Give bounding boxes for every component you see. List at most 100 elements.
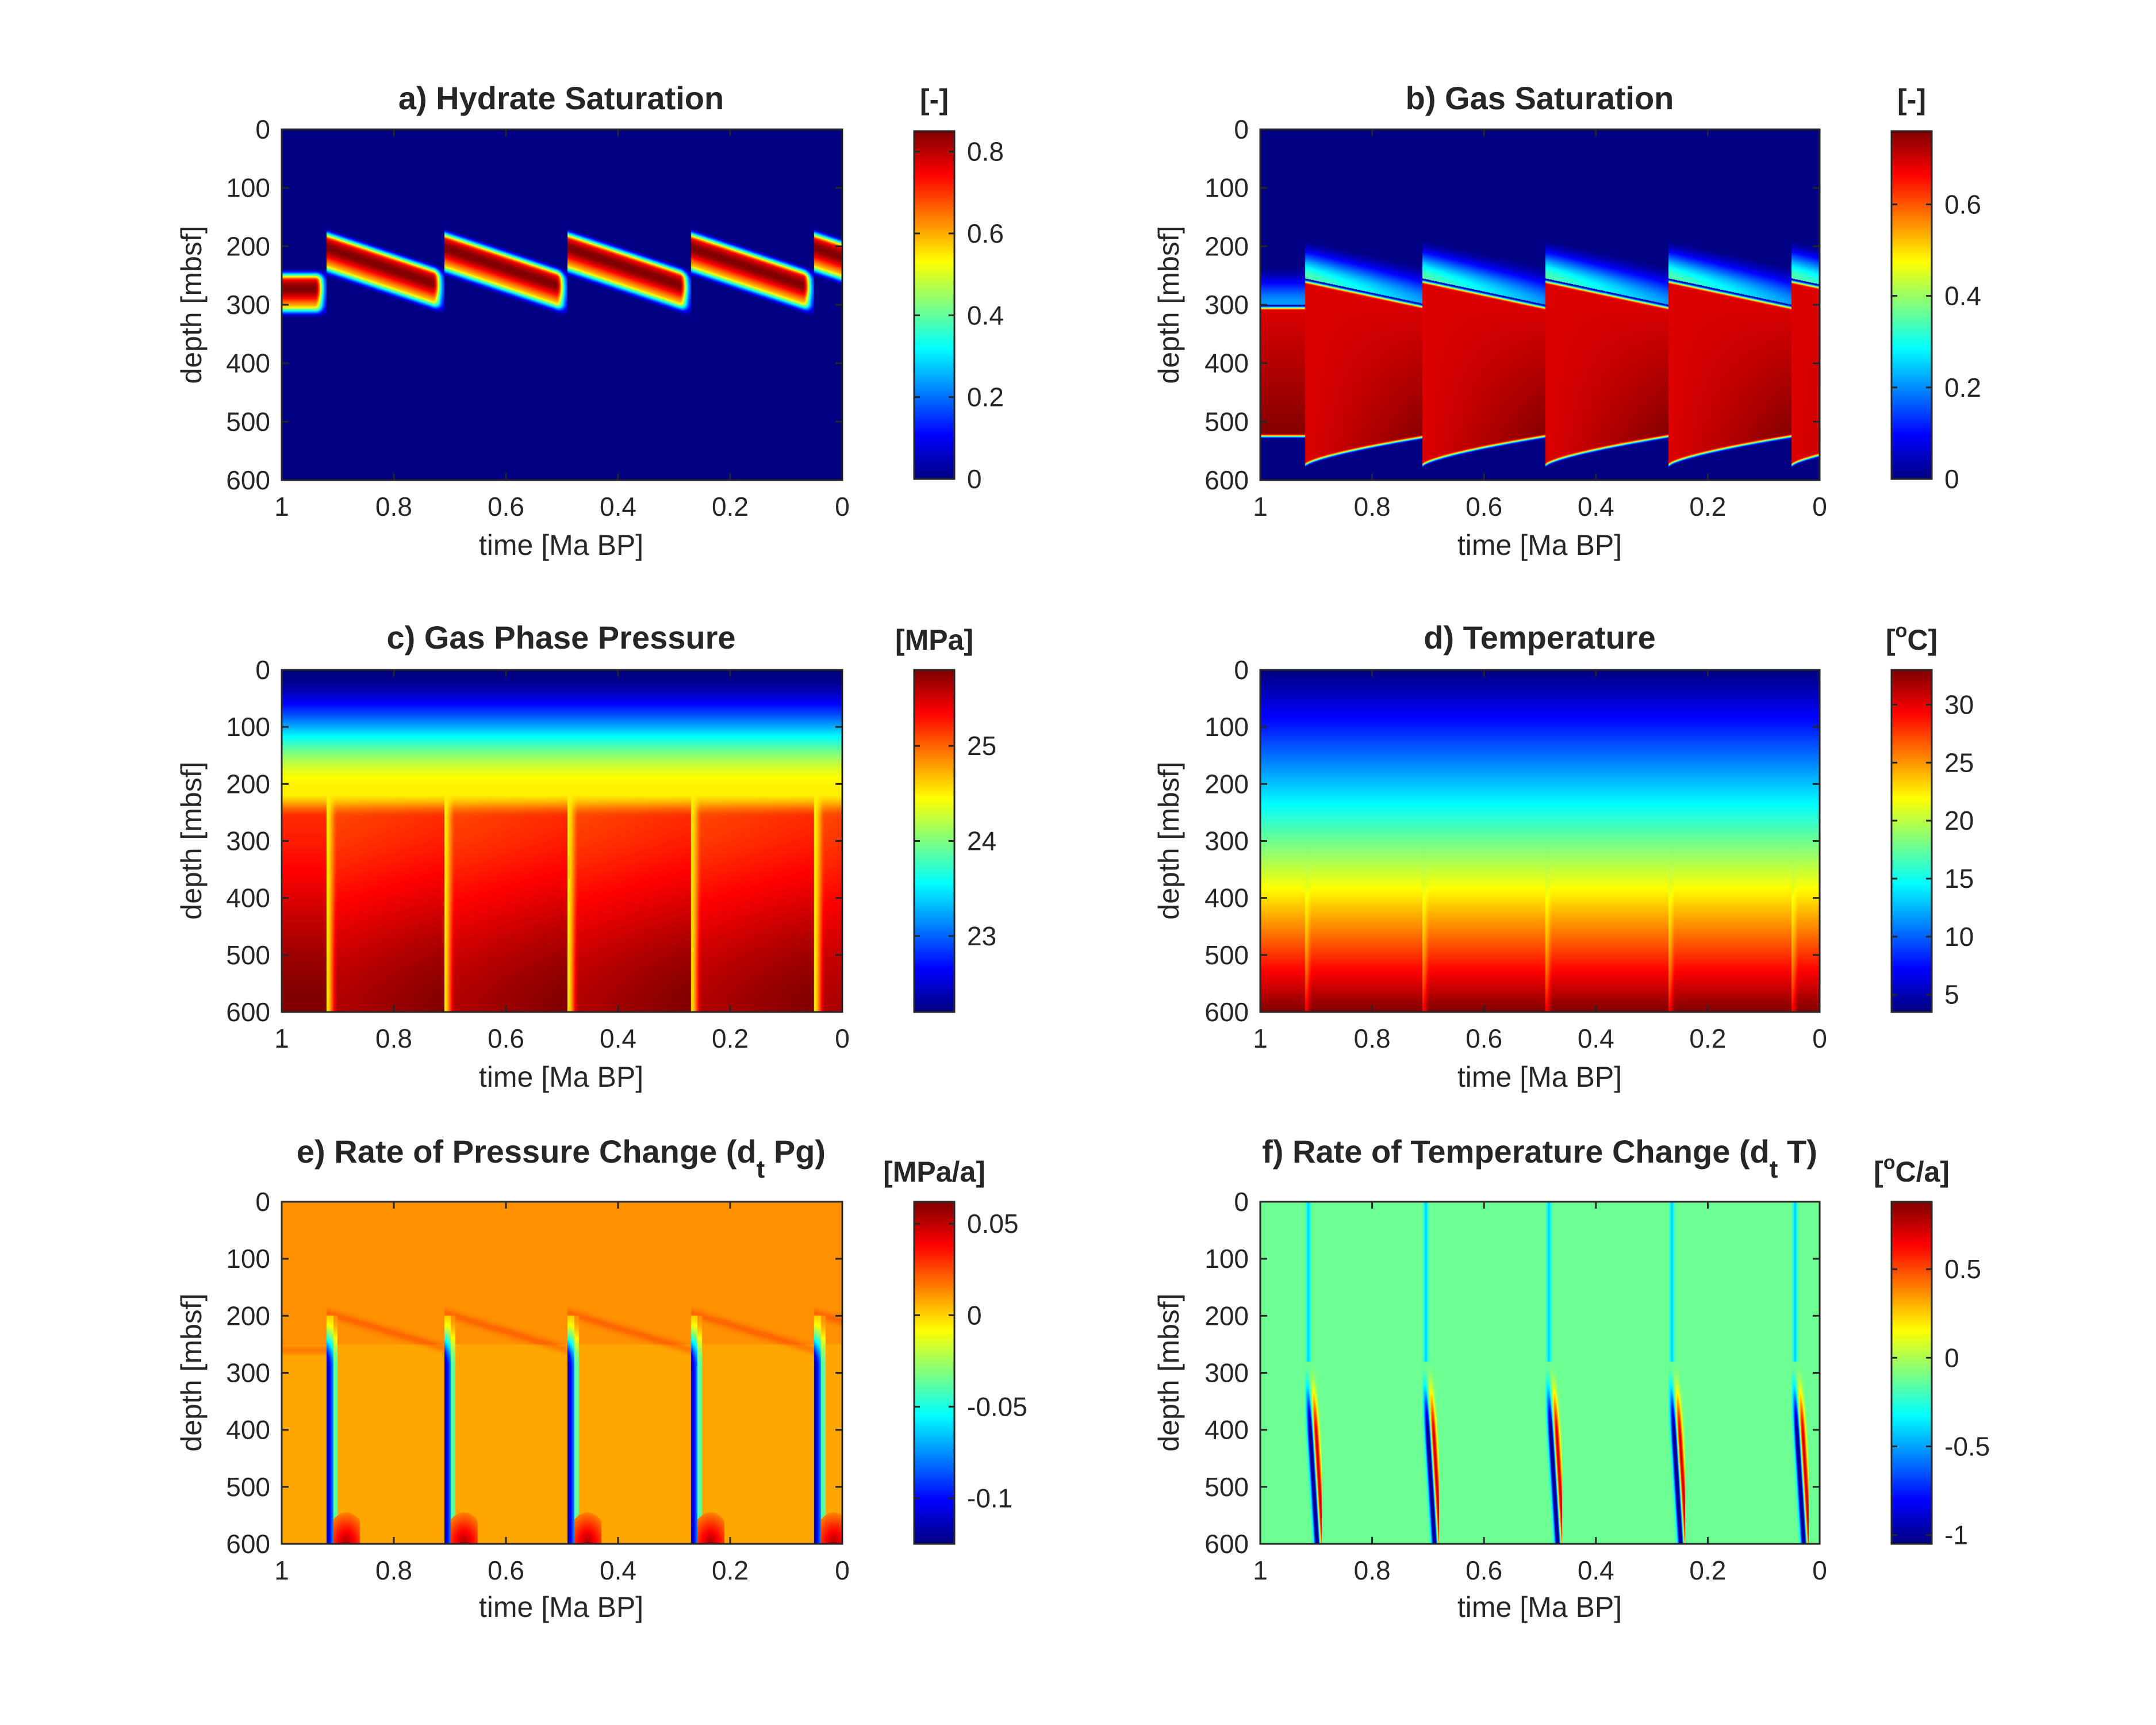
panel-e-heatmap bbox=[282, 1202, 842, 1544]
panel-f-colorbar-tick-label: 0 bbox=[1944, 1343, 1959, 1373]
panel-d-unit-rest: C] bbox=[1907, 624, 1938, 656]
panel-e-colorbar-frame bbox=[913, 1201, 956, 1545]
panel-e-x-ticks: 1 0.8 0.6 0.4 0.2 0 bbox=[274, 1202, 850, 1585]
panel-b-heatmap bbox=[1260, 129, 1820, 480]
panel-f-y-ticks: 0 100 200 300 400 500 600 bbox=[1204, 1187, 1820, 1559]
panel-d-x-tick-label: 0.8 bbox=[1354, 1023, 1391, 1053]
panel-f-colorbar-ticks: -1 -0.5 0 0.5 bbox=[1892, 1254, 1990, 1550]
panel-c-colorbar-unit: [MPa] bbox=[895, 624, 973, 656]
panel-b-x-ticks: 1 0.8 0.6 0.4 0.2 0 bbox=[1253, 129, 1827, 522]
panel-a-x-tick-label: 1 bbox=[274, 492, 289, 522]
panel-b-x-tick-label: 0.6 bbox=[1466, 492, 1502, 522]
panel-d-y-tick-label: 0 bbox=[1234, 655, 1249, 685]
panel-b-x-tick-label: 0 bbox=[1812, 492, 1827, 522]
panel-b-x-tick-label: 1 bbox=[1253, 492, 1268, 522]
panel-d-colorbar-ticks: 5 10 15 20 25 30 bbox=[1892, 690, 1974, 1010]
panel-b-y-tick-label: 200 bbox=[1204, 231, 1249, 261]
panel-a-x-tick-label: 0.2 bbox=[712, 492, 749, 522]
panel-a-y-tick-label: 300 bbox=[226, 290, 270, 320]
panel-d-x-tick-label: 0.6 bbox=[1466, 1023, 1502, 1053]
panel-b-colorbar-tick-label: 0.2 bbox=[1944, 373, 1981, 402]
panel-c-colorbar-tick-label: 25 bbox=[967, 731, 996, 761]
panel-a-colorbar-ticks: 0 0.2 0.4 0.6 0.8 bbox=[914, 137, 1004, 494]
panel-b-colorbar-frame bbox=[1890, 130, 1933, 480]
panel-e-colorbar bbox=[914, 1202, 954, 1544]
panel-f-title-main: f) Rate of Temperature Change (d bbox=[1262, 1133, 1770, 1170]
panel-f-x-label: time [Ma BP] bbox=[1457, 1591, 1622, 1623]
panel-d-colorbar-tick-label: 10 bbox=[1944, 922, 1974, 952]
panel-d-x-tick-label: 1 bbox=[1253, 1023, 1268, 1053]
panel-d-x-tick-label: 0.2 bbox=[1689, 1023, 1726, 1053]
panel-b-colorbar-tick-label: 0.4 bbox=[1944, 281, 1981, 311]
panel-f-x-ticks: 1 0.8 0.6 0.4 0.2 0 bbox=[1253, 1202, 1827, 1585]
panel-f-colorbar-frame bbox=[1890, 1201, 1933, 1545]
panel-b: b) Gas Saturation 1 0.8 0.6 0.4 0.2 0 0 100 200… bbox=[1153, 80, 1981, 561]
panel-d-y-tick-label: 200 bbox=[1204, 769, 1249, 799]
panel-b-y-tick-label: 600 bbox=[1204, 465, 1249, 495]
panel-e-x-tick-label: 1 bbox=[274, 1555, 289, 1585]
panel-d-unit-degree: o bbox=[1896, 620, 1908, 642]
panel-c-y-tick-label: 600 bbox=[226, 997, 270, 1027]
panel-f-y-tick-label: 200 bbox=[1204, 1301, 1249, 1331]
panel-b-colorbar-tick-label: 0 bbox=[1944, 464, 1959, 494]
panel-e-title-rest: Pg) bbox=[765, 1133, 826, 1170]
panel-a-y-label: depth [mbsf] bbox=[175, 225, 208, 384]
panel-e-title-main: e) Rate of Pressure Change (d bbox=[297, 1133, 757, 1170]
panel-c-y-tick-label: 200 bbox=[226, 769, 270, 799]
panel-e-y-tick-label: 300 bbox=[226, 1358, 270, 1388]
panel-b-y-tick-label: 500 bbox=[1204, 407, 1249, 436]
panel-b-y-ticks: 0 100 200 300 400 500 600 bbox=[1204, 114, 1820, 495]
panel-f-title-sub: t bbox=[1770, 1155, 1778, 1183]
panel-e-x-tick-label: 0.4 bbox=[600, 1555, 636, 1585]
panel-c-heatmap bbox=[282, 670, 842, 1012]
panel-a-y-tick-label: 200 bbox=[226, 231, 270, 261]
panel-d-colorbar-frame bbox=[1890, 669, 1933, 1013]
panel-b-colorbar-ticks: 0 0.2 0.4 0.6 bbox=[1892, 189, 1981, 494]
panel-a-colorbar-unit: [-] bbox=[920, 83, 949, 116]
panel-e-x-tick-label: 0 bbox=[835, 1555, 850, 1585]
panel-f-unit-rest: C/a] bbox=[1895, 1156, 1949, 1188]
panel-a-colorbar-frame bbox=[913, 130, 956, 480]
panel-d-y-tick-label: 300 bbox=[1204, 826, 1249, 856]
panel-b-colorbar-tick-label: 0.6 bbox=[1944, 189, 1981, 219]
panel-a-title: a) Hydrate Saturation bbox=[398, 80, 724, 116]
panel-a-colorbar-tick-label: 0.4 bbox=[967, 300, 1004, 330]
panel-d-colorbar-unit: [oC] bbox=[1886, 620, 1938, 656]
panel-f-x-tick-label: 0.2 bbox=[1689, 1555, 1726, 1585]
panel-e-y-tick-label: 200 bbox=[226, 1301, 270, 1331]
panel-e-y-tick-label: 0 bbox=[255, 1187, 270, 1217]
panel-f-colorbar-unit: [oC/a] bbox=[1874, 1152, 1950, 1188]
panel-d-y-tick-label: 400 bbox=[1204, 883, 1249, 913]
panel-b-y-tick-label: 100 bbox=[1204, 173, 1249, 203]
panel-a-x-tick-label: 0.6 bbox=[488, 492, 524, 522]
panel-e-y-ticks: 0 100 200 300 400 500 600 bbox=[226, 1187, 842, 1559]
panel-c-colorbar-tick-label: 24 bbox=[967, 826, 996, 856]
panel-a-y-tick-label: 500 bbox=[226, 407, 270, 436]
panel-e-y-tick-label: 500 bbox=[226, 1472, 270, 1502]
panel-f: f) Rate of Temperature Change (dt T) 1 0.… bbox=[1153, 1133, 1990, 1623]
panel-f-colorbar-tick-label: -0.5 bbox=[1944, 1431, 1990, 1461]
panel-d-y-tick-label: 100 bbox=[1204, 712, 1249, 742]
panel-b-x-tick-label: 0.2 bbox=[1689, 492, 1726, 522]
panel-b-x-label: time [Ma BP] bbox=[1457, 529, 1622, 561]
panel-c: c) Gas Phase Pressure 1 0.8 0.6 0.4 0.2 0 0 10… bbox=[175, 619, 996, 1093]
panel-b-colorbar bbox=[1892, 131, 1932, 479]
panel-d-colorbar-tick-label: 20 bbox=[1944, 806, 1974, 835]
panel-b-x-tick-label: 0.8 bbox=[1354, 492, 1391, 522]
panel-d-colorbar-tick-label: 30 bbox=[1944, 690, 1974, 720]
panel-c-x-tick-label: 0.2 bbox=[712, 1023, 749, 1053]
panel-f-x-tick-label: 0 bbox=[1812, 1555, 1827, 1585]
panel-b-title: b) Gas Saturation bbox=[1406, 80, 1674, 116]
panel-f-colorbar-tick-label: 0.5 bbox=[1944, 1254, 1981, 1284]
panel-c-title: c) Gas Phase Pressure bbox=[386, 619, 735, 656]
panel-e-x-label: time [Ma BP] bbox=[479, 1591, 643, 1623]
panel-d-colorbar-tick-label: 15 bbox=[1944, 864, 1974, 894]
panel-f-y-tick-label: 600 bbox=[1204, 1529, 1249, 1559]
panel-e-title-sub: t bbox=[757, 1155, 765, 1183]
panel-f-y-tick-label: 500 bbox=[1204, 1472, 1249, 1502]
panel-d-unit-bracket: [ bbox=[1886, 624, 1896, 656]
panel-e-x-tick-label: 0.2 bbox=[712, 1555, 749, 1585]
panel-a-colorbar-tick-label: 0.6 bbox=[967, 218, 1004, 248]
panel-c-x-label: time [Ma BP] bbox=[479, 1061, 643, 1093]
